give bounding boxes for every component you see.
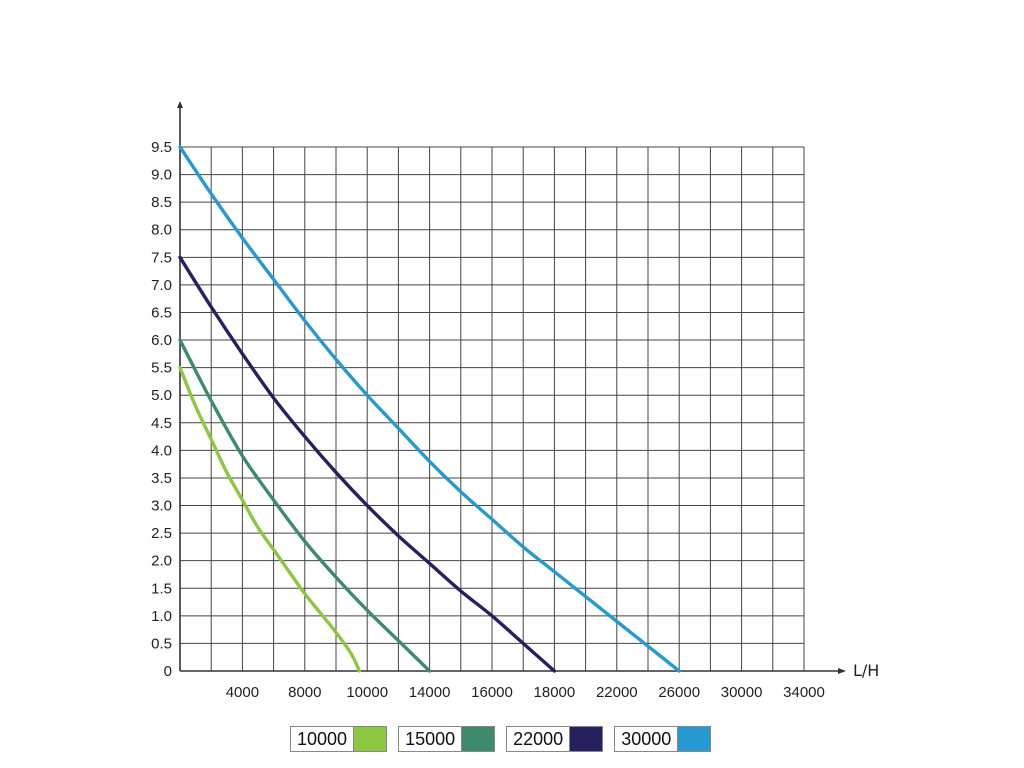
legend-label: 22000 (506, 726, 570, 752)
legend-label: 30000 (614, 726, 678, 752)
x-tick-label: 10000 (346, 684, 388, 701)
series-line-15000 (178, 338, 432, 673)
y-tick-label: 1.0 (151, 608, 172, 625)
y-tick-labels: 0 0.5 1.0 1.5 2.0 2.5 3.0 3.5 4.0 4.5 5.0 5.5 6.0 6.5… (151, 139, 172, 680)
legend-label: 10000 (290, 726, 354, 752)
y-tick-label: 4.5 (151, 415, 172, 432)
x-tick-label: 14000 (409, 684, 451, 701)
x-tick-label: 30000 (721, 684, 763, 701)
legend-item-15000: 15000 (398, 726, 496, 752)
y-tick-label: 0 (164, 663, 172, 680)
series-line-22000 (178, 255, 557, 673)
y-tick-label: 3.5 (151, 470, 172, 487)
y-tick-label: 8.0 (151, 222, 172, 239)
legend-swatch (461, 726, 496, 752)
y-tick-label: 5.5 (151, 360, 172, 377)
x-tick-label: 8000 (288, 684, 321, 701)
y-tick-label: 8.5 (151, 194, 172, 211)
y-axis-arrow (177, 101, 183, 108)
grid (179, 146, 805, 672)
axes (177, 101, 846, 674)
y-tick-label: 7.5 (151, 249, 172, 266)
y-tick-label: 5.0 (151, 387, 172, 404)
series-line-30000 (178, 145, 681, 673)
y-tick-label: 4.0 (151, 442, 172, 459)
x-tick-label: 18000 (534, 684, 576, 701)
legend-swatch (677, 726, 712, 752)
x-tick-labels: 4000 8000 10000 14000 16000 18000 22000 26000 30… (226, 684, 825, 701)
y-tick-label: 6.0 (151, 332, 172, 349)
x-tick-label: 4000 (226, 684, 259, 701)
y-tick-label: 9.0 (151, 167, 172, 184)
legend: 10000 15000 22000 30000 (290, 726, 722, 752)
y-tick-label: 2.0 (151, 553, 172, 570)
series-line-10000 (178, 365, 362, 673)
x-tick-label: 16000 (471, 684, 513, 701)
y-tick-label: 7.0 (151, 277, 172, 294)
legend-label: 15000 (398, 726, 462, 752)
legend-item-22000: 22000 (506, 726, 604, 752)
y-tick-label: 6.5 (151, 304, 172, 321)
y-tick-label: 3.0 (151, 498, 172, 515)
x-tick-label: 34000 (783, 684, 825, 701)
y-tick-label: 9.5 (151, 139, 172, 156)
legend-item-10000: 10000 (290, 726, 388, 752)
series-lines (178, 145, 681, 673)
x-axis-unit-label: L/H (853, 661, 879, 680)
legend-item-30000: 30000 (614, 726, 712, 752)
x-tick-label: 22000 (596, 684, 638, 701)
legend-swatch (569, 726, 604, 752)
x-axis-arrow (838, 668, 846, 674)
y-tick-label: 2.5 (151, 525, 172, 542)
y-tick-label: 0.5 (151, 635, 172, 652)
x-tick-label: 26000 (658, 684, 700, 701)
y-tick-label: 1.5 (151, 580, 172, 597)
legend-swatch (353, 726, 388, 752)
